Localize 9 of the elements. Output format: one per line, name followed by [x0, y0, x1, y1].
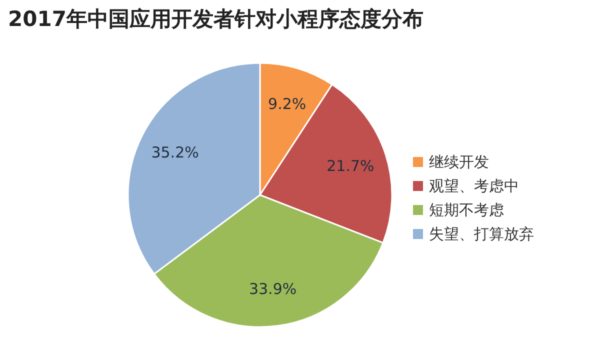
data-label: 21.7%: [326, 156, 374, 175]
legend-label: 失望、打算放弃: [429, 224, 534, 244]
data-label: 35.2%: [151, 143, 199, 162]
chart-title: 2017年中国应用开发者针对小程序态度分布: [8, 7, 424, 33]
data-label: 33.9%: [248, 280, 297, 298]
legend-label: 继续开发: [429, 152, 489, 172]
data-label: 9.2%: [268, 94, 306, 113]
legend-label: 短期不考虑: [429, 200, 504, 220]
legend-label: 观望、考虑中: [429, 176, 519, 196]
